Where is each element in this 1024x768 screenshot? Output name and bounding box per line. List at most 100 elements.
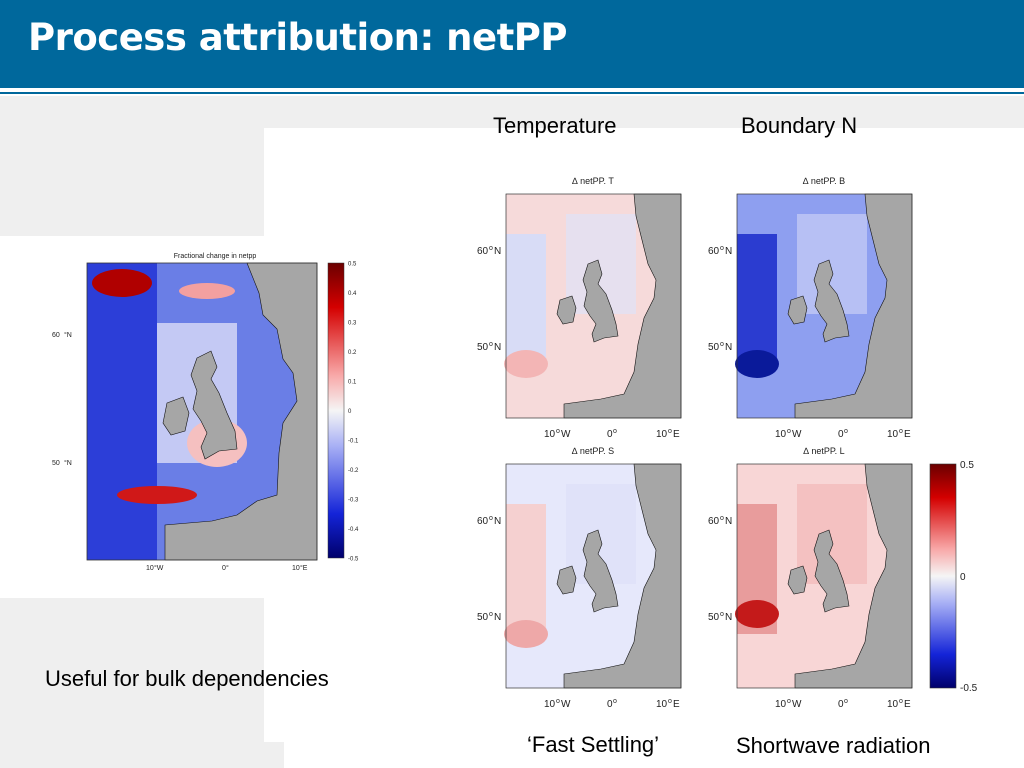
panel-lon-10e-suffix: E [904,429,911,440]
big-map-colorbar-tick: 0.4 [348,291,357,297]
big-map-colorbar-tick: 0 [348,409,352,415]
panel-lat-60: 60 [708,516,720,527]
panel-0: ∆ netPP. T 60 o N 50 o N 10 o W 0 o 10 [477,176,682,440]
panel-great-britain [813,259,850,343]
big-map-ireland [162,396,190,436]
panel-ireland [556,565,577,595]
panel-lat-50-suffix: N [725,612,732,623]
big-map-lon-0: 0 [222,565,226,572]
panel-hotspot [504,620,548,648]
big-map-lon-10w: 10 [146,565,154,572]
panel-frame [736,463,913,689]
big-map-figure: Fractional change in netpp 60 50 °N °N 1… [52,253,359,572]
panel-shelf [506,234,546,364]
panel-lon-0-degree: o [844,698,848,705]
big-map-lon-10e-suffix: °E [300,564,308,572]
panel-lat-60: 60 [708,246,720,257]
big-map-colorbar-tick: 0.2 [348,350,357,356]
panel-ireland [787,295,808,325]
background-block-left-top [0,128,264,236]
panel-lon-10e: 10 [887,699,899,710]
panel-lon-0-degree: o [613,428,617,435]
panel-lon-0: 0 [838,429,844,440]
big-map-lat-50: 50 [52,460,60,467]
panel-lon-10w-suffix: W [561,699,571,710]
big-map-colorbar-tick: -0.3 [348,498,359,504]
panel-plot [735,463,913,689]
panel-lat-50-suffix: N [725,342,732,353]
panel-plot [735,193,913,419]
footer-label-fast-settling: ‘Fast Settling’ [527,732,660,757]
panel-lat-50-degree: o [489,611,493,618]
small-colorbar [929,463,957,689]
panel-plot [504,463,682,689]
panel-title: ∆ netPP. S [572,446,614,456]
footer-label-shortwave-radiation: Shortwave radiation [736,733,931,758]
panel-lon-10e-degree: o [899,428,903,435]
panel-hotspot [735,600,779,628]
big-map-colorbar-tick: -0.1 [348,439,359,445]
big-map-colorbar-tick: 0.5 [348,262,357,268]
panel-lat-60-degree: o [489,515,493,522]
panel-lon-10e: 10 [656,429,668,440]
panel-lon-10e-degree: o [899,698,903,705]
big-map-colorbar-tick: -0.2 [348,468,359,474]
big-map-west-shelf [87,263,157,560]
panel-lon-0: 0 [838,699,844,710]
panel-ireland [787,565,808,595]
panel-lon-10e: 10 [887,429,899,440]
panel-lon-10w-suffix: W [561,429,571,440]
panel-lat-50: 50 [708,342,720,353]
panel-great-britain [813,529,850,613]
small-colorbar-tick-bottom: -0.5 [960,683,978,694]
panel-lat-60: 60 [477,246,489,257]
big-map-lat-50-suffix: °N [64,459,72,467]
panel-title: ∆ netPP. B [803,176,845,186]
panel-lon-10w: 10 [775,699,787,710]
column-header-temperature: Temperature [493,113,617,138]
panel-title: ∆ netPP. L [803,446,844,456]
panel-frame [736,193,913,419]
panel-lat-50-suffix: N [494,342,501,353]
big-map-plot [86,262,318,561]
panel-ireland [556,295,577,325]
panel-lon-0-degree: o [613,698,617,705]
panel-lon-10e-degree: o [668,698,672,705]
big-map-lon-10e: 10 [292,565,300,572]
panel-lon-10w-suffix: W [792,699,802,710]
big-map-hotspot-nw [92,269,152,297]
big-map-hotspot-sw [117,486,197,504]
panel-lat-60-suffix: N [725,516,732,527]
big-map-lon-0-suffix: ° [226,564,229,572]
panel-lat-50: 50 [477,342,489,353]
panel-lon-10w-degree: o [787,428,791,435]
caption-bulk-dependencies: Useful for bulk dependencies [45,666,329,691]
panel-great-britain [582,259,619,343]
panel-lat-50-suffix: N [494,612,501,623]
panel-lat-50-degree: o [720,611,724,618]
big-map-hotspot-n [179,283,235,299]
panel-lat-50: 50 [477,612,489,623]
big-map-colorbar-tick: -0.5 [348,557,359,563]
panel-lon-0: 0 [607,699,613,710]
panel-shelf [506,504,546,634]
panel-lon-10e-suffix: E [673,429,680,440]
big-map-colorbar-tick: 0.1 [348,380,357,386]
panel-lon-10w: 10 [775,429,787,440]
big-map-colorbar-tick: -0.4 [348,527,359,533]
slide-title: Process attribution: netPP [28,16,568,59]
panel-lon-10w: 10 [544,429,556,440]
header-divider [0,88,1024,94]
panel-lon-10e-suffix: E [673,699,680,710]
panel-1: ∆ netPP. B 60 o N 50 o N 10 o W 0 o 10 [708,176,913,440]
panel-3: ∆ netPP. L 60 o N 50 o N 10 o W 0 o 10 [708,446,913,710]
panel-lat-50-degree: o [720,341,724,348]
background-block-bottom [264,742,284,768]
big-map-colorbar-ticks: 0.5 0.4 0.3 0.2 0.1 0 -0.1 -0.2 -0.3 -0.4 -0.5 [348,262,359,563]
panel-plot [504,193,682,419]
column-header-boundary-n: Boundary N [741,113,858,138]
panel-lat-60-degree: o [720,245,724,252]
panel-frame [505,463,682,689]
panel-lon-10w-suffix: W [792,429,802,440]
small-colorbar-tick-mid: 0 [960,572,966,583]
